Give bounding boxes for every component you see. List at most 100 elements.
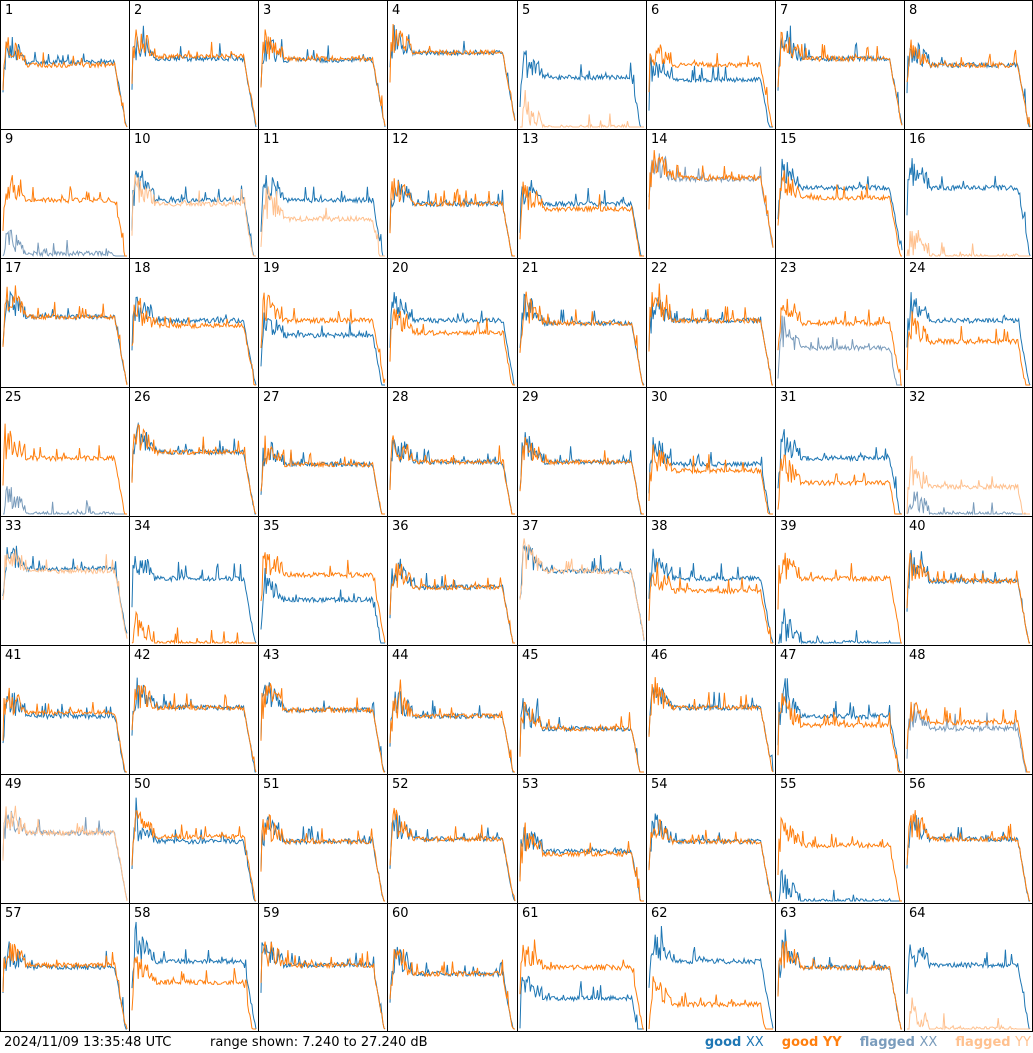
- panel-label: 41: [5, 648, 22, 663]
- panel-6: 6: [646, 0, 776, 130]
- panel-plot: [906, 701, 1030, 773]
- panel-label: 15: [780, 132, 797, 147]
- panel-21: 21: [517, 258, 647, 388]
- trace-xx-good: [2, 690, 127, 773]
- trace-yy-flagged: [907, 997, 1030, 1031]
- panel-label: 42: [134, 648, 151, 663]
- trace-xx-good: [519, 50, 644, 128]
- panel-51: 51: [258, 774, 388, 904]
- panel-plot: [906, 549, 1031, 644]
- panel-label: 47: [780, 648, 797, 663]
- panel-64: 64: [904, 903, 1033, 1032]
- panel-25: 25: [0, 387, 130, 517]
- panel-label: 64: [909, 906, 926, 921]
- trace-xx-good: [906, 944, 1031, 1030]
- panel-29: 29: [517, 387, 647, 517]
- panel-42: 42: [129, 645, 259, 775]
- trace-xx-good: [777, 25, 903, 125]
- trace-yy-good: [131, 956, 256, 1030]
- panel-38: 38: [646, 516, 776, 646]
- trace-xx-good: [389, 690, 515, 773]
- trace-yy-good: [260, 435, 385, 515]
- trace-xx-good: [777, 429, 902, 515]
- trace-xx-flagged: [3, 486, 127, 516]
- panel-2: 2: [129, 0, 259, 130]
- panel-34: 34: [129, 516, 259, 646]
- panel-3: 3: [258, 0, 388, 130]
- trace-yy-good: [519, 822, 644, 902]
- panel-label: 49: [5, 777, 22, 792]
- panel-label: 63: [780, 906, 797, 921]
- trace-xx-good: [389, 946, 515, 1030]
- panel-plot: [260, 813, 385, 902]
- panel-label: 60: [392, 906, 409, 921]
- panel-1: 1: [0, 0, 130, 130]
- panel-label: 8: [909, 3, 918, 18]
- trace-xx-good: [648, 437, 773, 515]
- panel-label: 24: [909, 261, 926, 276]
- panel-31: 31: [775, 387, 905, 517]
- panel-50: 50: [129, 774, 259, 904]
- trace-xx-good: [648, 813, 773, 902]
- trace-yy-good: [131, 684, 257, 773]
- trace-yy-good: [2, 285, 128, 386]
- trace-xx-good: [131, 25, 257, 128]
- panel-plot: [389, 23, 516, 121]
- trace-xx-good: [648, 685, 774, 773]
- panel-59: 59: [258, 903, 388, 1032]
- trace-xx-good: [131, 921, 257, 1030]
- panel-label: 2: [134, 3, 143, 18]
- panel-plot: [648, 677, 774, 773]
- panel-plot: [648, 283, 774, 386]
- panel-plot: [519, 939, 644, 1030]
- range-shown: range shown: 7.240 to 27.240 dB: [210, 1035, 428, 1050]
- panel-label: 36: [392, 519, 409, 534]
- panel-56: 56: [904, 774, 1033, 904]
- panel-label: 62: [651, 906, 668, 921]
- panel-plot: [389, 435, 515, 515]
- trace-xx-flagged: [2, 229, 127, 258]
- trace-xx-good: [260, 312, 385, 386]
- trace-xx-good: [260, 567, 385, 644]
- panel-plot: [131, 677, 257, 773]
- panel-49: 49: [0, 774, 130, 904]
- panel-4: 4: [387, 0, 518, 130]
- panel-plot: [648, 44, 774, 128]
- trace-yy-good: [519, 181, 644, 257]
- legend-flagged-yy: flagged YY: [955, 1033, 1031, 1053]
- trace-yy-good: [389, 435, 515, 515]
- panel-plot: [648, 548, 774, 644]
- trace-xx-good: [2, 941, 127, 1030]
- panel-plot: [260, 682, 386, 773]
- panel-label: 52: [392, 777, 409, 792]
- panel-17: 17: [0, 258, 130, 388]
- trace-xx-good: [260, 441, 385, 515]
- panel-plot: [2, 687, 127, 773]
- panel-plot: [906, 158, 1031, 258]
- panel-plot: [648, 813, 773, 902]
- trace-xx-good: [906, 815, 1030, 902]
- panel-plot: [260, 941, 386, 1030]
- trace-yy-good: [131, 297, 256, 386]
- panel-label: 22: [651, 261, 668, 276]
- panel-label: 20: [392, 261, 409, 276]
- panel-36: 36: [387, 516, 518, 646]
- panel-plot: [777, 929, 903, 1030]
- panel-45: 45: [517, 645, 647, 775]
- panel-19: 19: [258, 258, 388, 388]
- panel-plot: [389, 679, 515, 773]
- panel-label: 43: [263, 648, 280, 663]
- trace-yy-good: [260, 29, 386, 127]
- trace-yy-good: [260, 813, 385, 902]
- trace-xx-good: [131, 797, 256, 902]
- panel-label: 3: [263, 3, 272, 18]
- panel-plot: [519, 432, 644, 515]
- panel-plot: [906, 39, 1031, 128]
- panel-48: 48: [904, 645, 1033, 775]
- trace-xx-good: [2, 545, 128, 634]
- trace-xx-good: [519, 698, 644, 773]
- panel-label: 39: [780, 519, 797, 534]
- panel-plot: [777, 25, 903, 126]
- panel-label: 38: [651, 519, 668, 534]
- panel-62: 62: [646, 903, 776, 1032]
